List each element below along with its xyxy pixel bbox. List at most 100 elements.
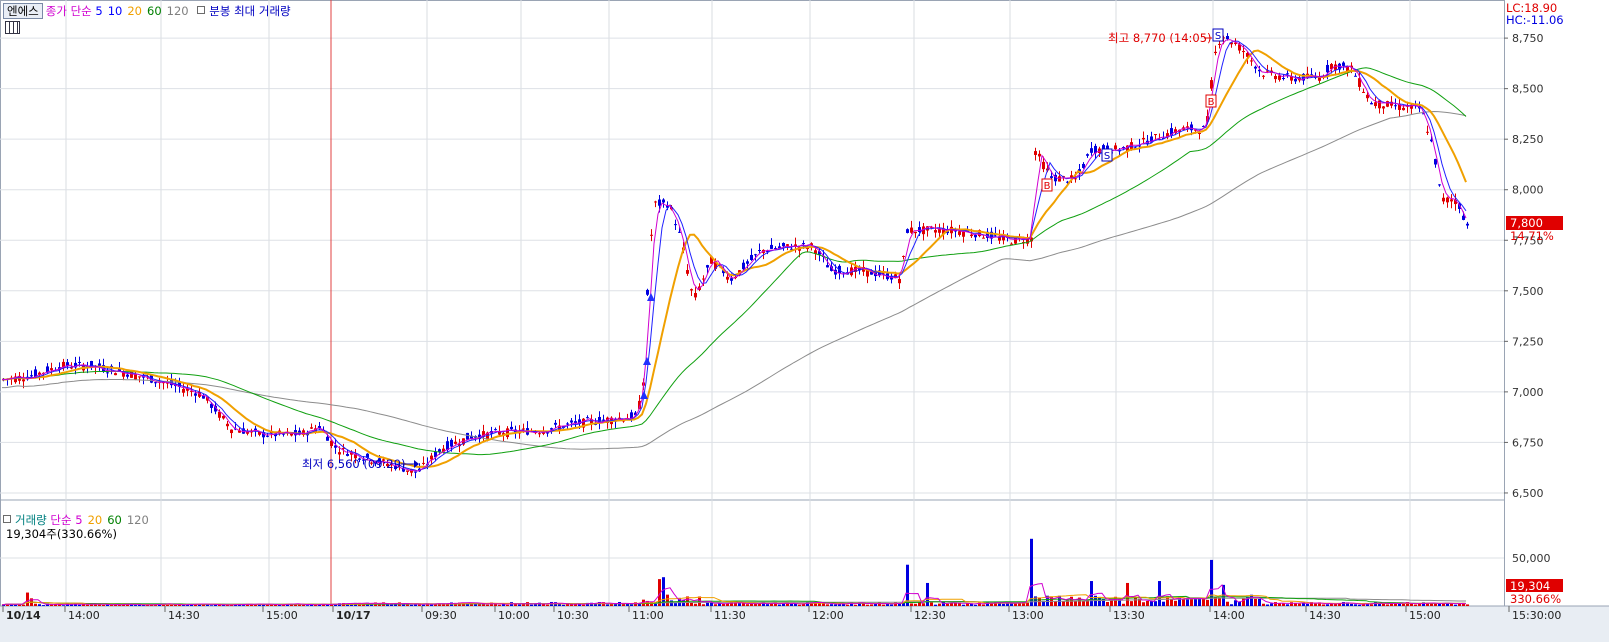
- volume-bar: [958, 602, 961, 606]
- volume-bar: [86, 604, 89, 606]
- candle: [810, 243, 813, 246]
- volume-bar: [610, 603, 613, 606]
- volume-bar: [1118, 598, 1121, 606]
- volume-bar: [1430, 603, 1433, 606]
- candle: [446, 441, 449, 451]
- volume-bar: [1330, 602, 1333, 606]
- volume-bar: [874, 603, 877, 606]
- volume-bar: [718, 603, 721, 606]
- x-tick-label: 15:00: [266, 609, 298, 622]
- volume-bar: [34, 603, 37, 606]
- candle: [258, 431, 261, 435]
- candle: [1294, 78, 1297, 82]
- candle: [714, 261, 717, 269]
- candle: [1022, 242, 1025, 244]
- candle: [1010, 243, 1013, 245]
- candle: [786, 244, 789, 246]
- candle: [566, 423, 569, 425]
- candle: [942, 228, 945, 235]
- marker-letter: S: [1215, 31, 1221, 42]
- candle: [358, 458, 361, 460]
- volume-bar: [638, 604, 641, 606]
- candle: [338, 452, 341, 455]
- volume-bar: [270, 604, 273, 606]
- volume-bar: [882, 604, 885, 606]
- volume-bar: [1234, 600, 1237, 606]
- volume-bar: [1290, 602, 1293, 606]
- vol-ma5-line: [1, 582, 1467, 606]
- volume-bar: [74, 603, 77, 606]
- table-grid-icon[interactable]: [5, 21, 20, 34]
- candle: [1126, 145, 1129, 152]
- candle: [14, 376, 17, 383]
- candle: [30, 375, 33, 377]
- volume-bar: [1426, 603, 1429, 606]
- volume-bar: [142, 604, 145, 606]
- volume-bar: [666, 594, 669, 606]
- options-square-icon[interactable]: [197, 6, 206, 14]
- x-tick-label: 12:30: [914, 609, 946, 622]
- volume-bar: [590, 602, 593, 606]
- volume-bar: [1350, 603, 1353, 606]
- volume-bar: [1434, 603, 1437, 606]
- volume-bar: [1154, 601, 1157, 606]
- candle: [782, 242, 785, 247]
- volume-bar: [662, 577, 665, 606]
- volume-bar: [54, 603, 57, 606]
- candle: [1302, 73, 1305, 81]
- volume-bar: [1186, 597, 1189, 606]
- candle: [206, 397, 209, 401]
- volume-bar: [982, 604, 985, 606]
- volume-bar: [810, 602, 813, 606]
- candle: [194, 393, 197, 396]
- stock-name[interactable]: 엔에스: [3, 3, 43, 19]
- candle: [422, 462, 425, 464]
- candle: [958, 231, 961, 235]
- candle: [658, 199, 661, 206]
- high-annotation: 최고 8,770 (14:05): [1108, 31, 1212, 45]
- candle: [1374, 102, 1377, 107]
- x-tick-label: 11:00: [632, 609, 664, 622]
- candle: [970, 234, 973, 237]
- volume-bar: [1182, 599, 1185, 606]
- volume-bar: [146, 604, 149, 606]
- volume-bar: [1126, 582, 1129, 606]
- volume-bar: [306, 605, 309, 606]
- volume-bar: [214, 604, 217, 606]
- candle: [830, 266, 833, 271]
- candle: [50, 368, 53, 370]
- volume-ma-label: 단순: [50, 513, 72, 527]
- volume-bar: [1334, 603, 1337, 606]
- candle: [998, 236, 1001, 241]
- volume-bar: [1030, 538, 1033, 606]
- volume-bar: [714, 604, 717, 606]
- volume-bar: [854, 604, 857, 606]
- candle: [582, 418, 585, 428]
- ma-period-120: 120: [166, 4, 189, 18]
- volume-bar: [818, 602, 821, 606]
- ma-label: 종가 단순: [45, 4, 92, 18]
- candle: [1198, 133, 1201, 135]
- volume-bar: [902, 602, 905, 606]
- volume-bar: [10, 603, 13, 606]
- marker-letter: B: [1044, 181, 1051, 192]
- candle: [1154, 134, 1157, 136]
- volume-bar: [1454, 604, 1457, 606]
- volume-square-icon[interactable]: [3, 515, 11, 523]
- volume-bar: [786, 602, 789, 606]
- volume-bar: [418, 604, 421, 606]
- candle: [1210, 80, 1213, 89]
- volume-bar: [50, 604, 53, 606]
- candle: [450, 439, 453, 447]
- volume-bar: [970, 603, 973, 606]
- x-tick-label: 10/17: [336, 609, 371, 622]
- candle: [710, 256, 713, 264]
- volume-bar: [1230, 604, 1233, 606]
- candle: [1054, 174, 1057, 182]
- volume-bar: [914, 603, 917, 606]
- volume-bar: [226, 604, 229, 606]
- volume-bar: [1438, 603, 1441, 606]
- volume-bar: [870, 604, 873, 606]
- candle: [1410, 104, 1413, 109]
- volume-bar: [794, 603, 797, 606]
